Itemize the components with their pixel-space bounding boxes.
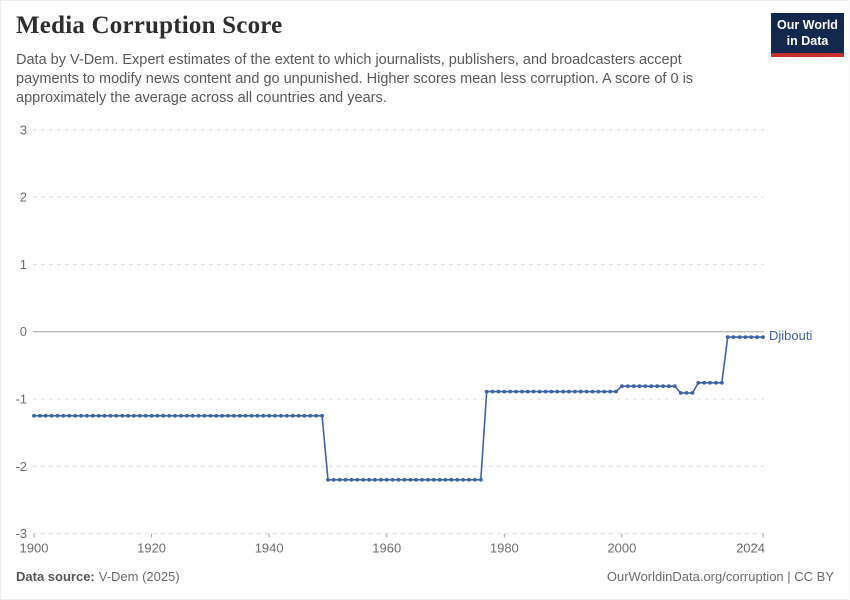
owid-logo-line1: Our World	[777, 18, 838, 32]
x-axis-ticks-and-labels: 1900 1920 1940 1960 1980 2000 2024	[20, 533, 765, 556]
y-axis-tick-label: 1	[20, 257, 27, 272]
y-gridlines-and-labels: 3 2 1 0 -1 -2 -3	[15, 122, 764, 541]
page-title: Media Corruption Score	[16, 12, 283, 39]
owid-logo-text: Our World in Data	[771, 13, 844, 53]
chart-subtitle: Data by V-Dem. Expert estimates of the e…	[16, 52, 694, 107]
y-axis-tick-label: 3	[20, 122, 27, 137]
y-axis-tick-label: -1	[15, 392, 27, 407]
x-axis-tick-label: 1920	[137, 541, 166, 556]
series-label-djibouti[interactable]: Djibouti	[769, 328, 813, 344]
y-axis-tick-label: -2	[15, 459, 27, 474]
y-axis-tick-label: 0	[20, 324, 27, 339]
chart-footer: Data source: V-Dem (2025) OurWorldinData.…	[16, 569, 834, 584]
data-source-label: Data source:	[16, 569, 95, 584]
y-axis-tick-label: 2	[20, 190, 27, 205]
credit-link[interactable]: OurWorldinData.org/corruption | CC BY	[606, 569, 834, 584]
x-axis-tick-label: 2024	[736, 541, 765, 556]
data-source-value: V-Dem (2025)	[98, 569, 180, 584]
data-source: Data source: V-Dem (2025)	[16, 569, 180, 584]
owid-logo-line2: in Data	[786, 34, 829, 49]
x-axis-tick-label: 2000	[607, 541, 636, 556]
series-line-djibouti[interactable]	[32, 335, 765, 482]
x-axis-tick-label: 1940	[255, 541, 284, 556]
owid-logo[interactable]: Our World in Data	[771, 13, 844, 57]
y-axis-tick-label: -3	[15, 526, 27, 541]
x-axis-tick-label: 1980	[490, 541, 519, 556]
logo-accent-bar	[771, 52, 844, 57]
x-axis-tick-label: 1960	[372, 541, 401, 556]
x-axis-tick-label: 1900	[20, 541, 49, 556]
